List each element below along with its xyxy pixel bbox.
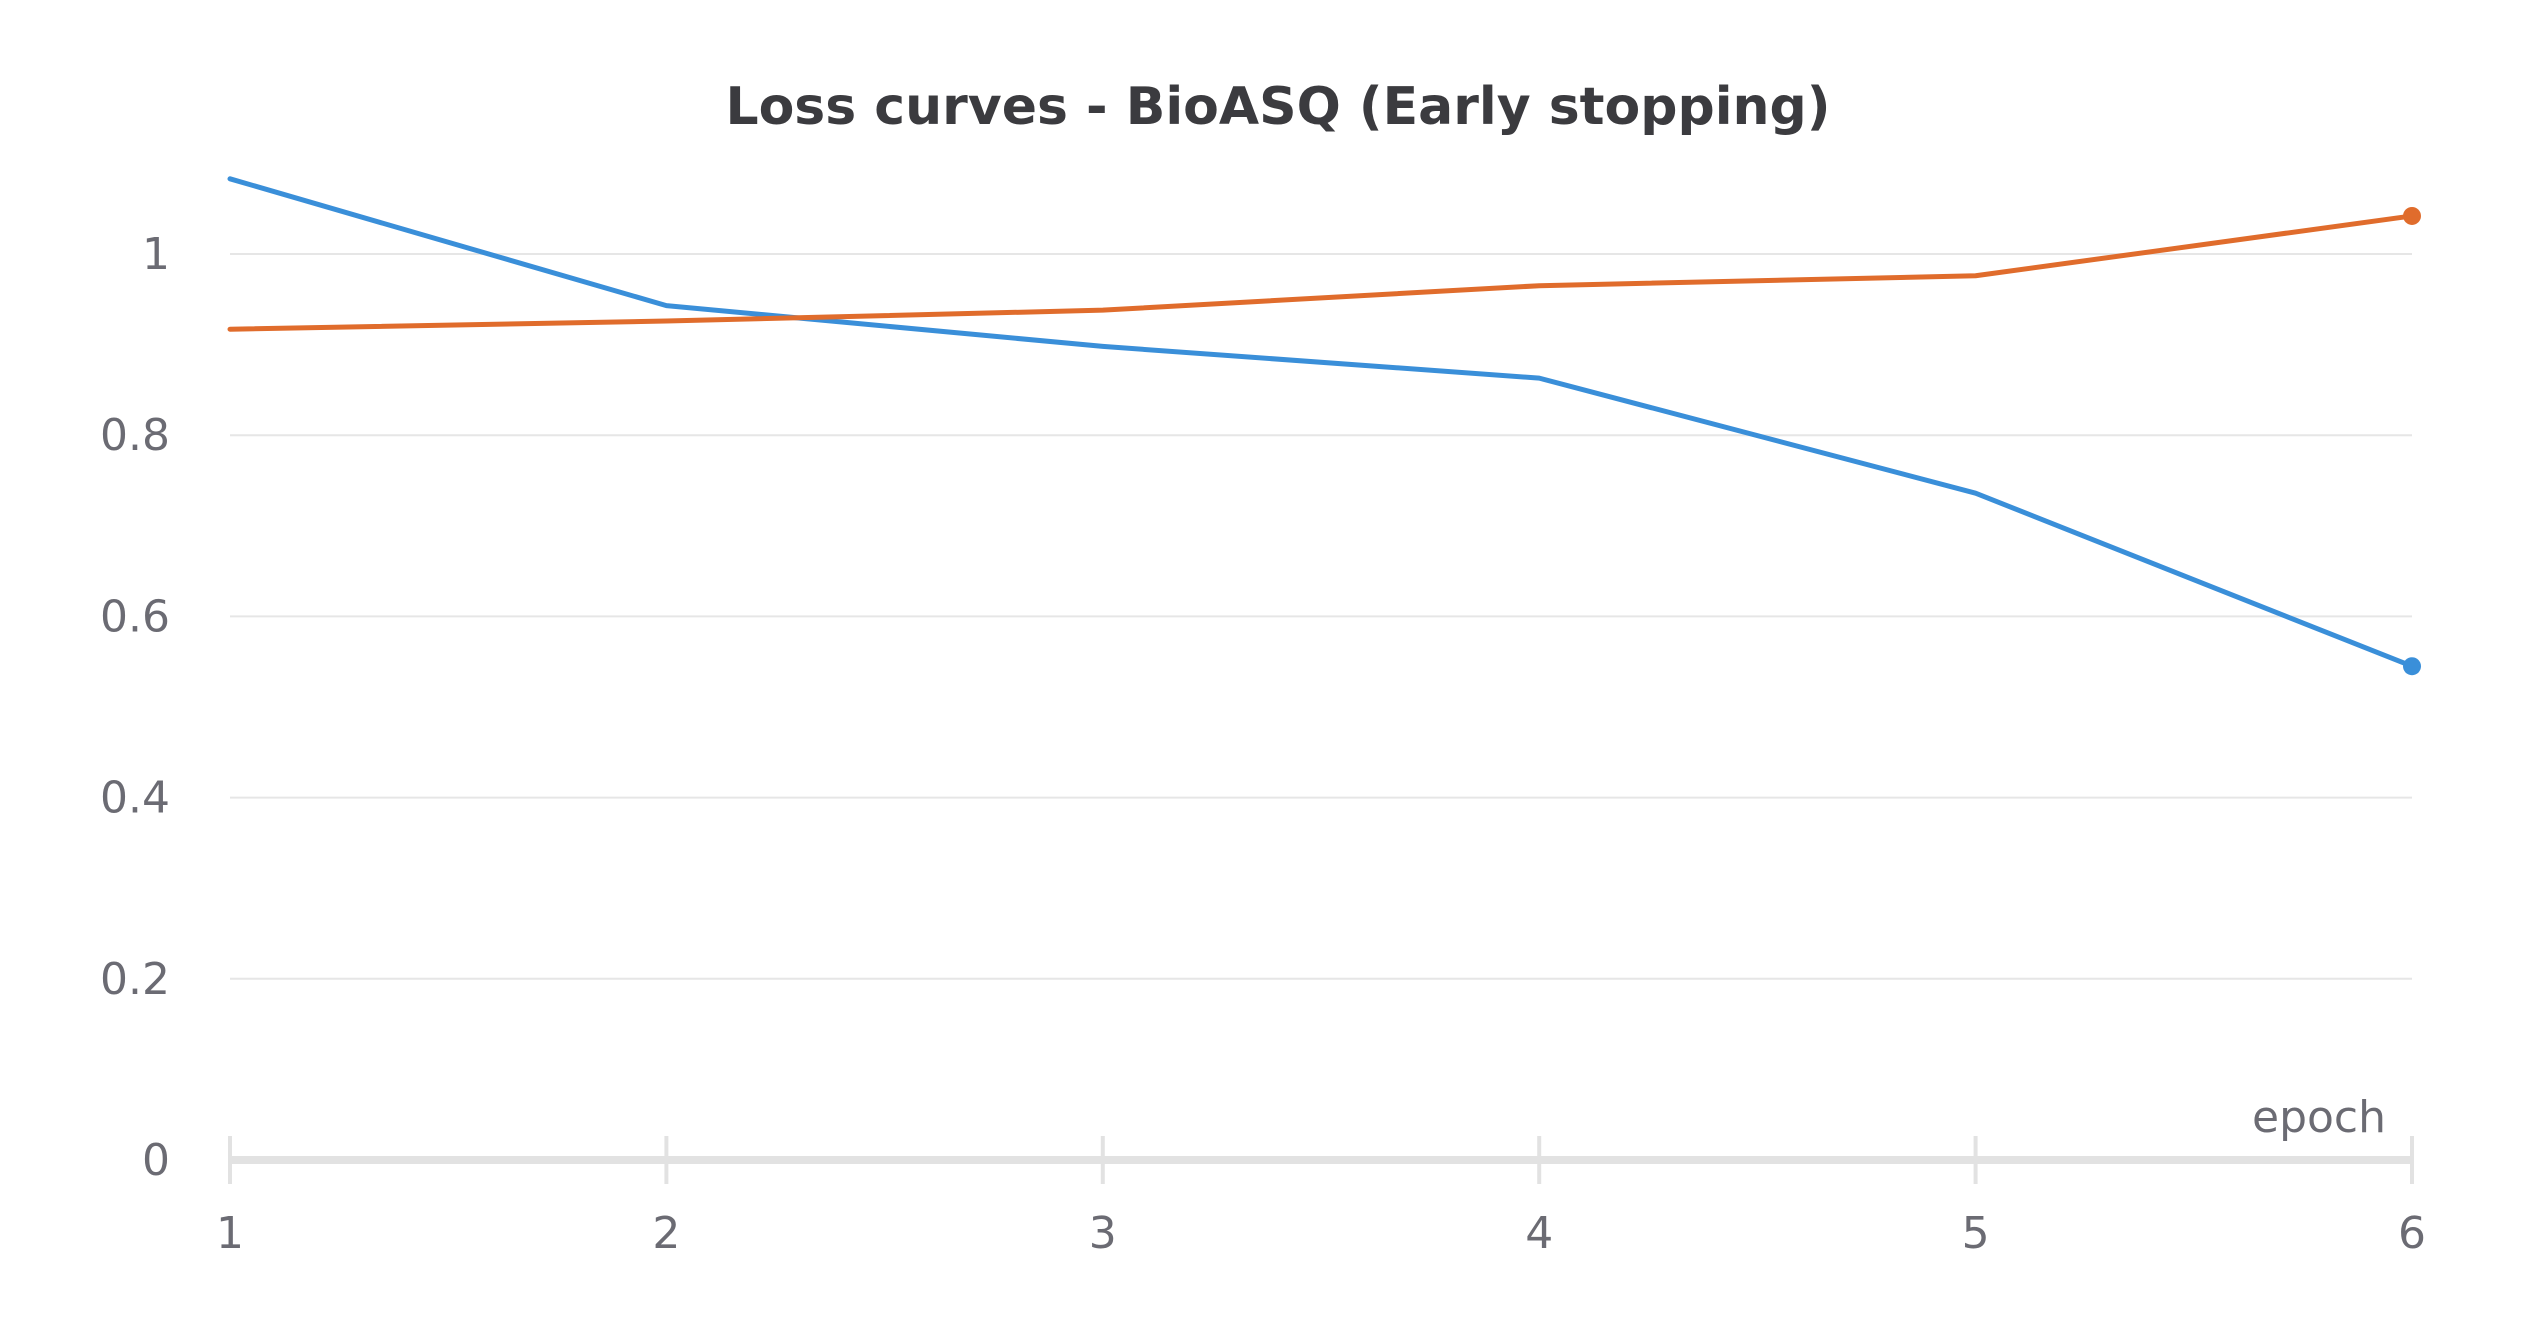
x-axis-label: epoch	[2252, 1092, 2386, 1143]
y-tick-label: 0.4	[100, 773, 170, 824]
series-end-point-2	[2403, 206, 2421, 225]
x-tick-label: 3	[1089, 1208, 1117, 1259]
y-tick-label: 0.8	[100, 410, 170, 461]
series-line-2	[227, 213, 2415, 332]
x-tick-label: 6	[2398, 1208, 2426, 1259]
y-tick-label: 0.6	[100, 591, 170, 642]
series-end-point-1	[2403, 657, 2421, 676]
y-axis-tick-labels: 0 0.2 0.4 0.6 0.8 1	[100, 229, 170, 1186]
x-axis-tick-labels: 1 2 3 4 5 6	[216, 1208, 2426, 1259]
series-line-1	[227, 176, 2415, 669]
x-tick-label: 1	[216, 1208, 244, 1259]
chart-title: Loss curves - BioASQ (Early stopping)	[725, 77, 1830, 137]
y-tick-label: 1	[142, 229, 170, 280]
x-tick-label: 2	[652, 1208, 680, 1259]
grid-layer	[230, 253, 2412, 980]
y-tick-label: 0.2	[100, 954, 170, 1005]
series-layer	[227, 176, 2421, 676]
x-tick-label: 5	[1962, 1208, 1990, 1259]
y-tick-label: 0	[142, 1135, 170, 1186]
x-tick-label: 4	[1525, 1208, 1553, 1259]
x-axis	[228, 1136, 2414, 1184]
